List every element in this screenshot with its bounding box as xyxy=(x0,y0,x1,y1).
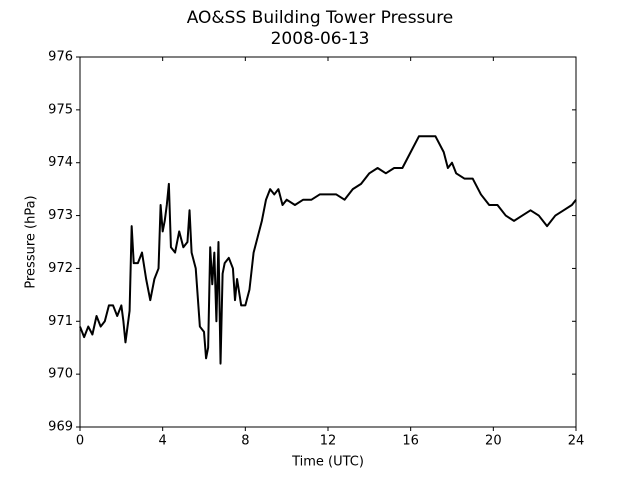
x-tick-label: 8 xyxy=(241,434,249,449)
x-tick-label: 4 xyxy=(159,434,167,449)
chart-title: AO&SS Building Tower Pressure xyxy=(187,8,454,28)
x-tick-label: 12 xyxy=(320,434,337,449)
y-tick-label: 976 xyxy=(48,50,73,65)
x-tick-label: 16 xyxy=(402,434,419,449)
plot-frame xyxy=(79,56,577,428)
y-tick-label: 974 xyxy=(48,155,73,170)
y-axis-label: Pressure (hPa) xyxy=(24,195,39,288)
x-tick-label: 20 xyxy=(485,434,502,449)
x-tick-label: 0 xyxy=(76,434,84,449)
y-tick-label: 975 xyxy=(48,102,73,117)
y-tick-label: 970 xyxy=(48,367,73,382)
chart-subtitle: 2008-06-13 xyxy=(271,29,370,49)
y-tick-label: 971 xyxy=(48,314,73,329)
y-tick-label: 973 xyxy=(48,208,73,223)
x-tick-label: 24 xyxy=(568,434,585,449)
x-axis-label: Time (UTC) xyxy=(291,455,364,470)
y-tick-label: 969 xyxy=(48,420,73,435)
data-line xyxy=(79,135,577,365)
y-tick-label: 972 xyxy=(48,261,73,276)
